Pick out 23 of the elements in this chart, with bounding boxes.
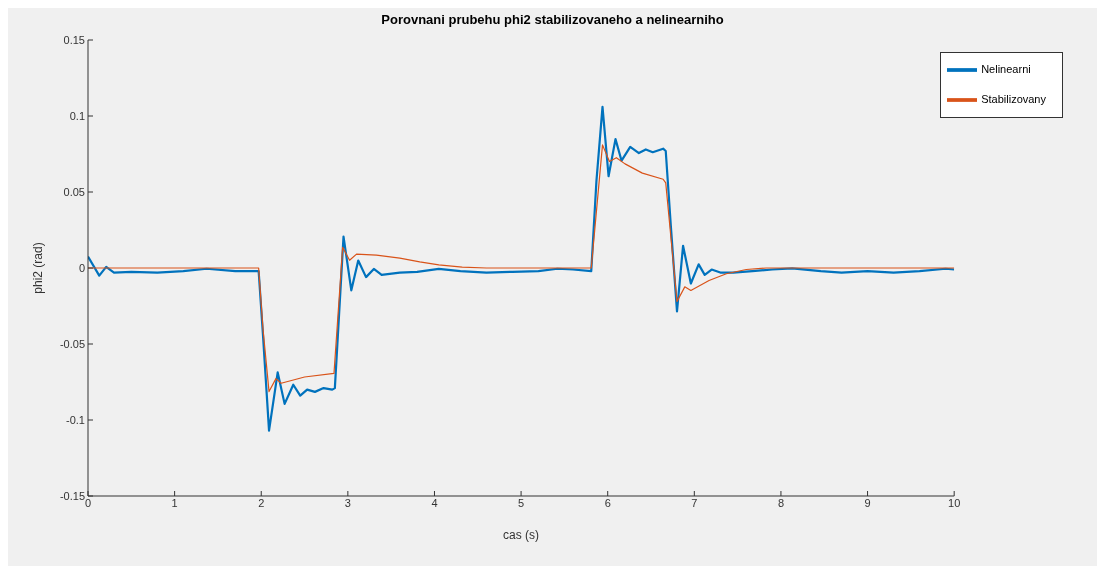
y-tick-label: 0 (78, 261, 85, 274)
x-tick-label: 2 (258, 496, 265, 509)
x-tick-label: 1 (171, 496, 178, 509)
y-tick-label: 0.05 (63, 185, 85, 198)
x-tick-label: 8 (777, 496, 784, 509)
x-axis-title: cas (s) (503, 527, 540, 542)
chart-title: Porovnani prubehu phi2 stabilizovaneho a nelinearniho (380, 12, 725, 27)
x-tick-label: 5 (518, 496, 525, 509)
line-series (88, 105, 955, 432)
y-axis-title: phi2 (rad) (31, 242, 46, 294)
y-tick-label: 0.15 (63, 33, 85, 46)
x-tick-label: 10 (948, 496, 961, 509)
legend-label: Stabilizovany (981, 92, 1046, 105)
x-tick-label: 7 (691, 496, 698, 509)
y-tick-label: 0.1 (69, 109, 85, 122)
x-tick-label: 4 (431, 496, 438, 509)
y-tick-label: -0.15 (59, 489, 85, 502)
x-tick-label: 3 (344, 496, 351, 509)
x-tick-label: 9 (864, 496, 871, 509)
y-tick-label: -0.1 (66, 413, 85, 426)
y-tick-label: -0.05 (59, 337, 85, 350)
x-tick-label: 6 (604, 496, 611, 509)
legend-label: Nelinearni (981, 62, 1031, 75)
